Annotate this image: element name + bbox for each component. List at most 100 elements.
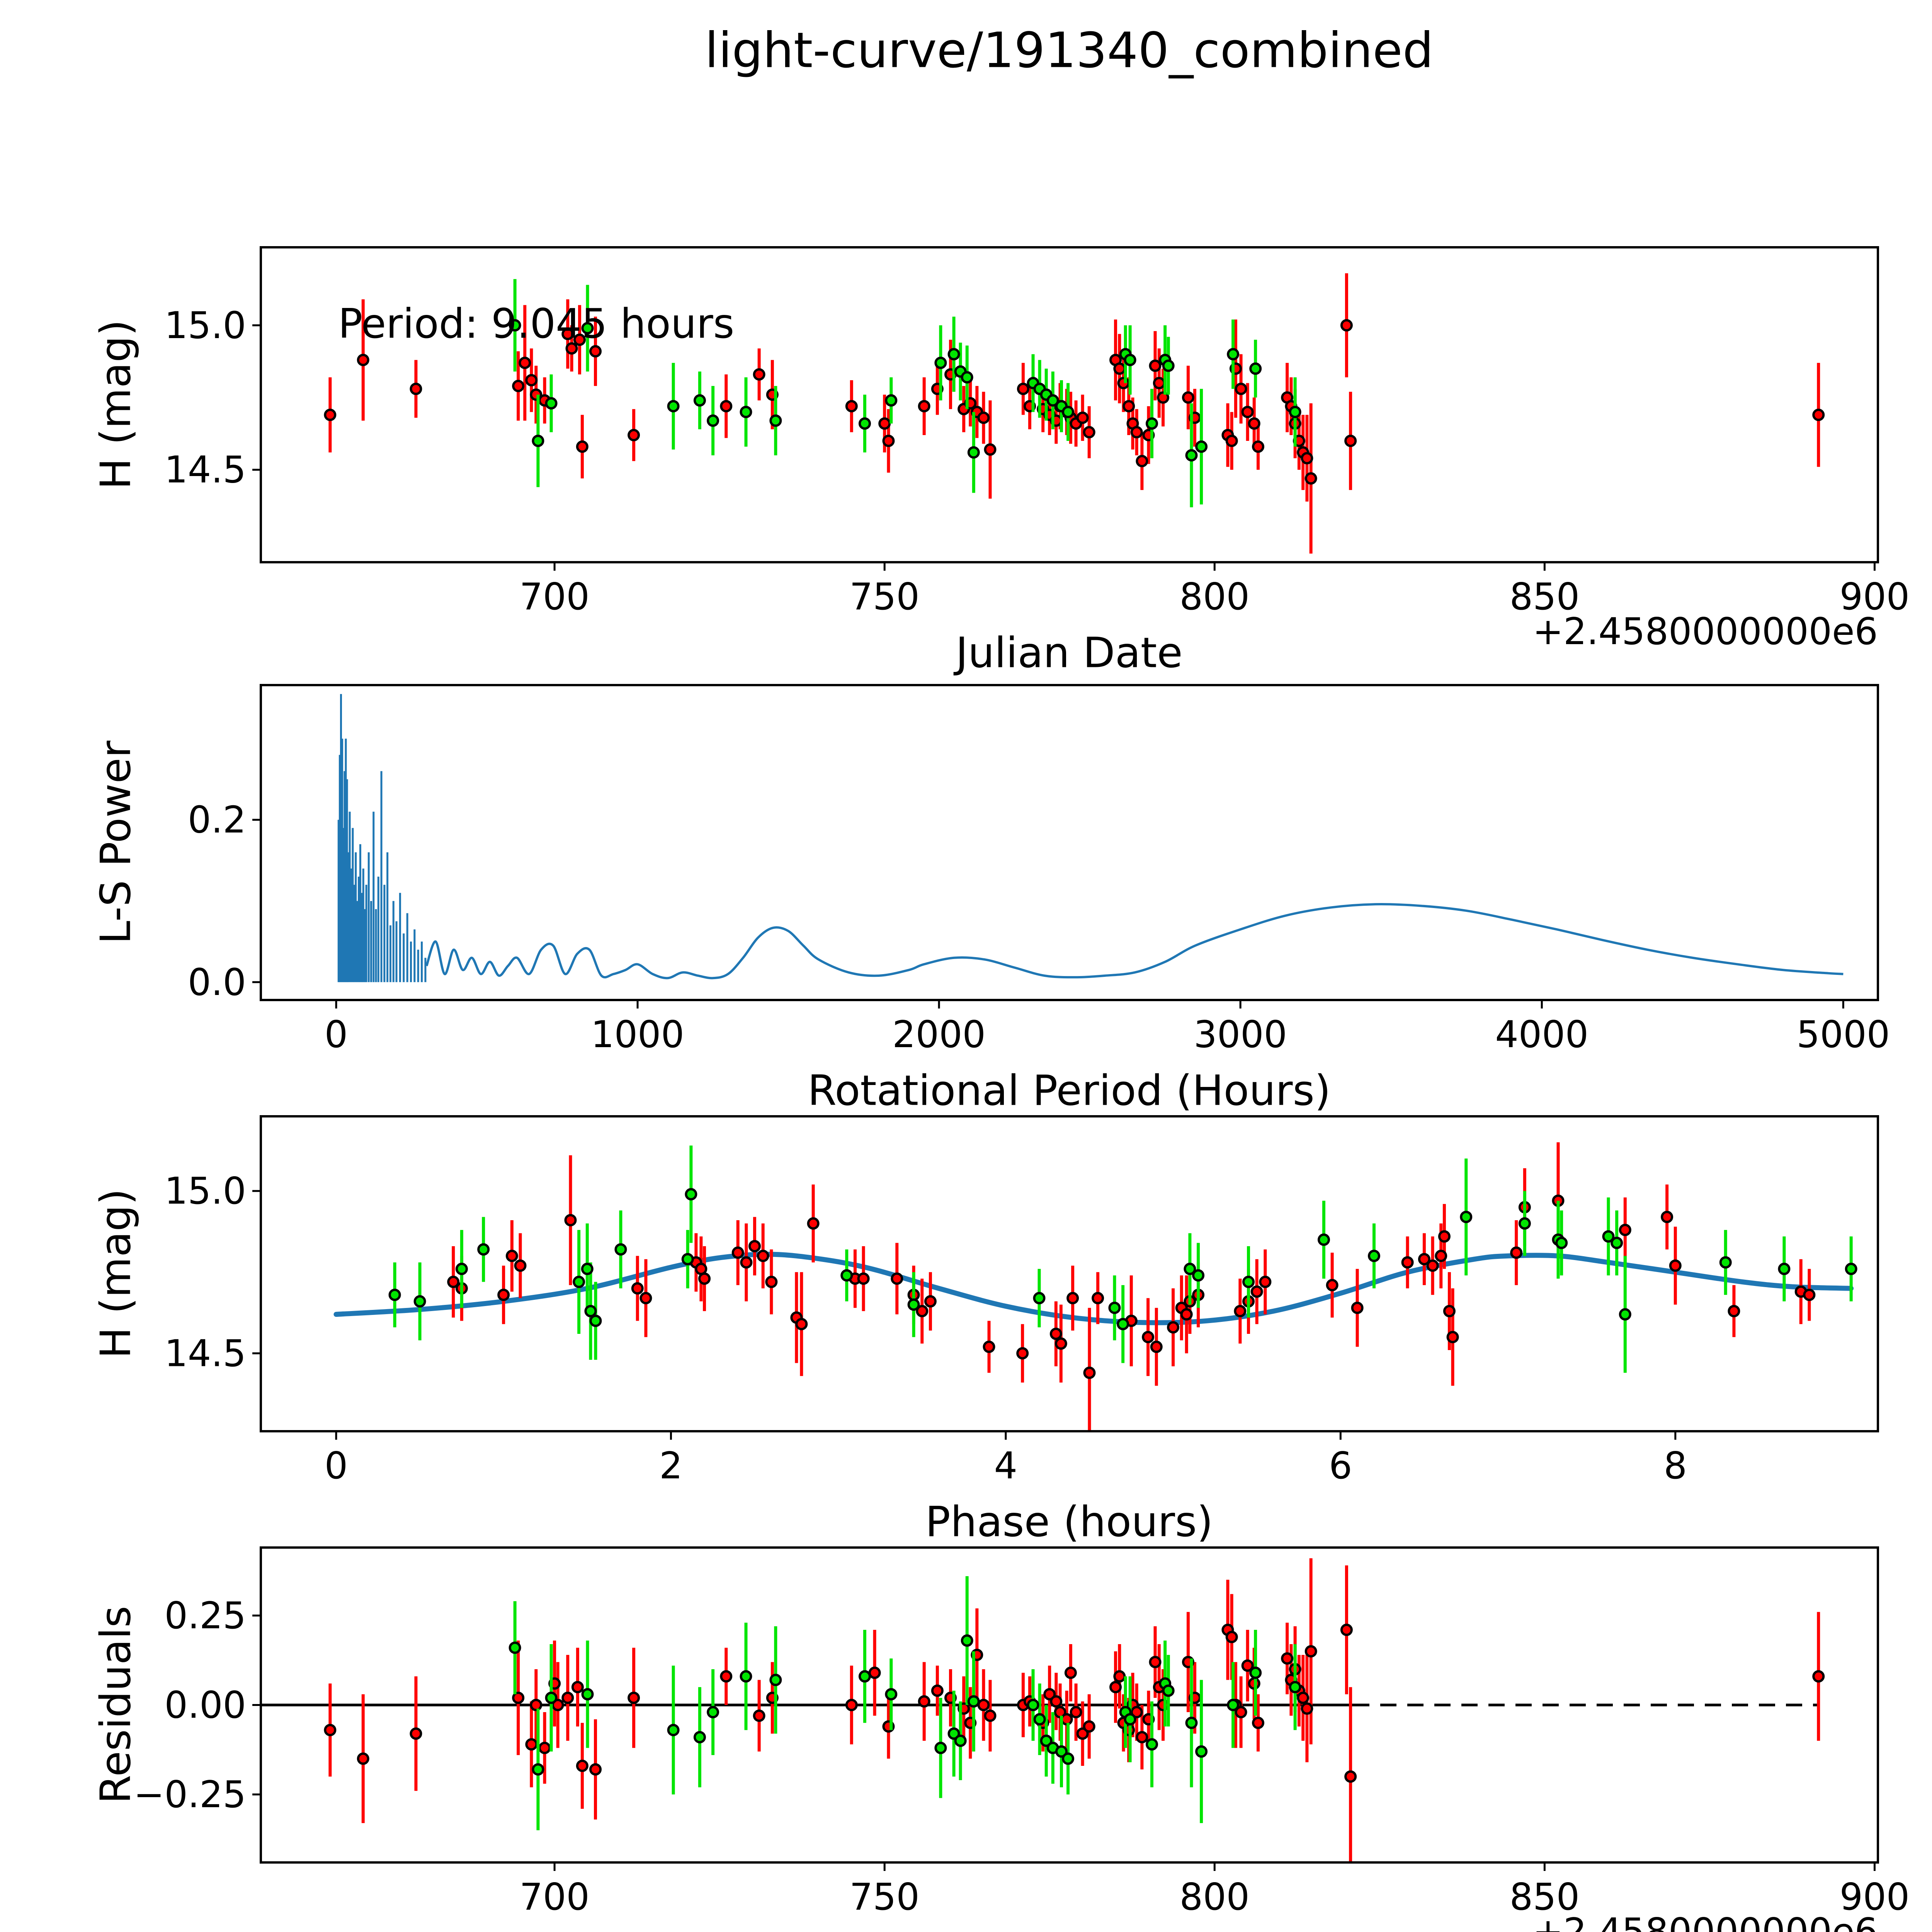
residuals-green-point <box>1195 1745 1208 1758</box>
phase-folded-red-point <box>757 1250 769 1262</box>
jd-lightcurve-red-point <box>519 357 531 369</box>
residuals-green-point <box>934 1742 947 1754</box>
residuals-green-point <box>858 1670 871 1683</box>
x-tick-label: 5000 <box>1796 1014 1890 1056</box>
phase-folded-red-point <box>1401 1256 1414 1269</box>
jd-lightcurve-red-point <box>720 400 733 413</box>
phase-folded-red-point <box>924 1295 937 1308</box>
phase-folded-red-point <box>1426 1259 1439 1272</box>
panel2-yaxis-label: L-S Power <box>92 740 140 944</box>
residuals-red-point <box>720 1670 733 1683</box>
phase-folded-green-point <box>388 1289 401 1301</box>
jd-lightcurve-green-point <box>740 406 752 418</box>
phase-folded-red-point <box>695 1262 707 1275</box>
residuals-red-point <box>530 1699 543 1711</box>
phase-folded-red-point <box>1619 1224 1631 1236</box>
y-tick-label: 0.00 <box>164 1684 246 1727</box>
phase-folded-red-point <box>1661 1211 1673 1223</box>
jd-lightcurve-red-point <box>918 400 930 413</box>
x-tick-label: 900 <box>1840 1876 1910 1918</box>
jd-lightcurve-red-point <box>628 429 640 442</box>
periodogram-frame <box>260 684 1879 1001</box>
phase-folded-green-point <box>573 1276 585 1288</box>
jd-lightcurve-green-point <box>1195 440 1208 453</box>
jd-lightcurve-red-point <box>1241 406 1254 418</box>
phase-folded-red-point <box>1446 1331 1459 1344</box>
residuals-red-point <box>551 1699 564 1711</box>
residuals-green-point <box>707 1706 719 1719</box>
phase-folded-green-point <box>477 1243 490 1256</box>
x-tick-label: 700 <box>519 1876 589 1918</box>
x-tick-label: 800 <box>1180 576 1250 618</box>
x-tick-label: 8 <box>1664 1445 1687 1487</box>
panel4-xaxis-label: Julian Date <box>956 1929 1182 1932</box>
phase-folded-green-point <box>907 1298 920 1311</box>
x-tick-label: 750 <box>850 576 920 618</box>
residuals-green-point <box>509 1641 521 1654</box>
residuals-red-point <box>1060 1713 1073 1726</box>
phase-folded-red-point <box>1418 1253 1430 1265</box>
phase-folded-red-point <box>1054 1337 1067 1350</box>
phase-folded-red-point <box>564 1214 577 1226</box>
jd-lightcurve-red-point <box>1182 391 1194 404</box>
phase-folded-red-point <box>1443 1305 1456 1318</box>
jd-lightcurve-green-point <box>1289 406 1301 418</box>
jd-lightcurve-red-point <box>977 412 990 424</box>
residuals-green-point <box>532 1763 544 1776</box>
jd-lightcurve-green-point <box>947 348 960 361</box>
residuals-red-point <box>1043 1688 1056 1701</box>
residuals-red-point <box>1136 1731 1148 1743</box>
jd-lightcurve-red-point <box>882 434 895 447</box>
residuals-red-point <box>1076 1727 1089 1740</box>
x-tick-label: 750 <box>850 1876 920 1918</box>
jd-lightcurve-green-point <box>693 394 706 407</box>
jd-lightcurve-green-point <box>509 319 521 332</box>
phase-folded-red-point <box>447 1276 460 1288</box>
residuals-red-point <box>324 1724 337 1736</box>
x-tick-label: 4000 <box>1495 1014 1588 1056</box>
jd-lightcurve-red-point <box>1304 472 1317 485</box>
residuals-red-point <box>1113 1670 1126 1683</box>
phase-folded-red-point <box>731 1246 744 1259</box>
phase-folded-green-point <box>1184 1262 1196 1275</box>
figure-title: light-curve/191340_combined <box>705 22 1434 79</box>
phase-folded-red-point <box>795 1318 808 1330</box>
residuals-red-point <box>538 1742 551 1754</box>
residuals-green-point <box>885 1688 898 1701</box>
phase-folded-green-point <box>681 1253 694 1265</box>
jd-lightcurve-green-point <box>1062 406 1075 418</box>
phase-folded-green-point <box>589 1315 602 1327</box>
residuals-green-point <box>967 1695 980 1708</box>
phase-folded-green-point <box>1518 1217 1531 1230</box>
jd-lightcurve-green-point <box>858 417 871 430</box>
residuals-green-point <box>1185 1716 1198 1729</box>
residuals-green-point <box>545 1691 558 1704</box>
residuals-red-point <box>1304 1645 1317 1658</box>
jd-lightcurve-green-point <box>667 400 680 413</box>
phase-folded-red-point <box>1326 1279 1338 1291</box>
jd-lightcurve-red-point <box>1252 440 1265 453</box>
phase-folded-red-point <box>1435 1250 1447 1262</box>
residuals-red-point <box>512 1691 525 1704</box>
phase-folded-red-point <box>891 1272 903 1285</box>
residuals-red-point <box>1241 1659 1254 1672</box>
jd-lightcurve-green-point <box>545 397 558 410</box>
phase-folded-red-point <box>514 1259 527 1272</box>
residuals-red-point <box>525 1738 538 1751</box>
residuals-red-point <box>1235 1706 1247 1719</box>
phase-folded-green-point <box>413 1295 426 1308</box>
residuals-red-point <box>571 1681 584 1694</box>
phase-folded-red-point <box>740 1256 753 1269</box>
jd-lightcurve-red-point <box>1340 319 1353 332</box>
phase-folded-green-point <box>1367 1250 1380 1262</box>
phase-folded-red-point <box>1259 1276 1272 1288</box>
jd-lightcurve-red-point <box>1157 391 1170 404</box>
phase-folded-red-point <box>631 1282 644 1295</box>
residuals-green-point <box>581 1688 594 1701</box>
jd-lightcurve-red-point <box>324 408 337 421</box>
phase-folded-red-point <box>857 1272 870 1285</box>
phase-folded-green-point <box>1117 1318 1129 1330</box>
residuals-red-point <box>845 1699 858 1711</box>
panel1-xaxis-offset: +2.4580000000e6 <box>1532 611 1878 653</box>
